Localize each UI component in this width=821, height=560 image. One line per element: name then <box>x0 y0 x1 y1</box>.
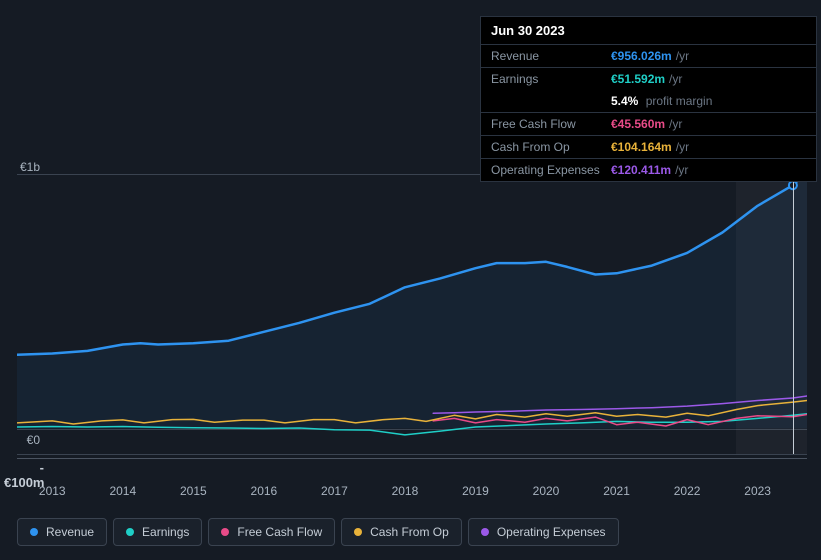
tooltip-label: Cash From Op <box>491 140 611 154</box>
legend-label: Free Cash Flow <box>237 525 322 539</box>
chart-legend: Revenue Earnings Free Cash Flow Cash Fro… <box>17 518 619 546</box>
legend-dot-icon <box>354 528 362 536</box>
legend-dot-icon <box>481 528 489 536</box>
tooltip-row-b-1: Cash From Op €104.164m /yr <box>481 136 816 159</box>
legend-item-cash from op[interactable]: Cash From Op <box>341 518 462 546</box>
tooltip-label: Operating Expenses <box>491 163 611 177</box>
x-tick: 2023 <box>744 484 771 498</box>
x-tick: 2017 <box>321 484 348 498</box>
legend-dot-icon <box>126 528 134 536</box>
legend-item-free cash flow[interactable]: Free Cash Flow <box>208 518 335 546</box>
tooltip-row-b-0: Free Cash Flow €45.560m /yr <box>481 113 816 136</box>
tooltip-value: €51.592m <box>611 72 665 86</box>
x-tick: 2013 <box>39 484 66 498</box>
tooltip-unit: /yr <box>669 117 682 131</box>
tooltip-unit: /yr <box>676 49 689 63</box>
legend-label: Operating Expenses <box>497 525 606 539</box>
legend-dot-icon <box>30 528 38 536</box>
tooltip-row-a-0: Revenue €956.026m /yr <box>481 45 816 68</box>
x-tick: 2019 <box>462 484 489 498</box>
tooltip-label: Earnings <box>491 72 611 86</box>
legend-label: Cash From Op <box>370 525 449 539</box>
x-tick: 2016 <box>251 484 278 498</box>
legend-item-revenue[interactable]: Revenue <box>17 518 107 546</box>
gridline <box>17 454 807 455</box>
y-axis-label-1b: €1b <box>0 160 40 174</box>
x-tick: 2014 <box>109 484 136 498</box>
chart-plot[interactable] <box>17 174 807 454</box>
tooltip-unit: /yr <box>675 163 688 177</box>
legend-dot-icon <box>221 528 229 536</box>
tooltip-value: €45.560m <box>611 117 665 131</box>
tooltip-label: Free Cash Flow <box>491 117 611 131</box>
tooltip-value: €104.164m <box>611 140 672 154</box>
legend-label: Revenue <box>46 525 94 539</box>
x-tick: 2018 <box>392 484 419 498</box>
legend-item-earnings[interactable]: Earnings <box>113 518 202 546</box>
series-fill-revenue <box>17 174 807 429</box>
legend-item-operating expenses[interactable]: Operating Expenses <box>468 518 619 546</box>
tooltip-row-b-2: Operating Expenses €120.411m /yr <box>481 159 816 181</box>
x-tick: 2022 <box>674 484 701 498</box>
tooltip-date: Jun 30 2023 <box>481 17 816 45</box>
tooltip-value: €956.026m <box>611 49 672 63</box>
tooltip-row-a-1: Earnings €51.592m /yr <box>481 68 816 90</box>
x-tick: 2015 <box>180 484 207 498</box>
tooltip-label: Revenue <box>491 49 611 63</box>
tooltip-profit-margin: 5.4% profit margin <box>481 90 816 113</box>
tooltip-unit: /yr <box>676 140 689 154</box>
legend-label: Earnings <box>142 525 189 539</box>
hover-marker-line <box>793 174 794 454</box>
tooltip-value: €120.411m <box>611 163 671 177</box>
x-tick: 2021 <box>603 484 630 498</box>
x-tick: 2020 <box>533 484 560 498</box>
chart-tooltip: Jun 30 2023 Revenue €956.026m /yr Earnin… <box>480 16 817 182</box>
tooltip-unit: /yr <box>669 72 682 86</box>
